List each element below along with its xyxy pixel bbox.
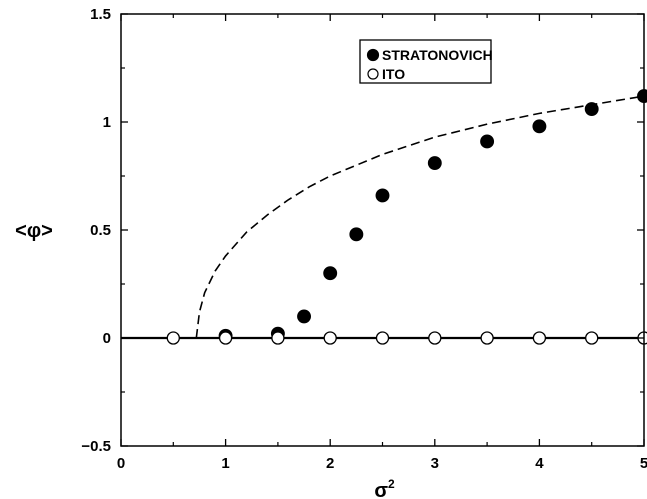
points-layer (166, 89, 647, 345)
x-tick-label: 2 (326, 455, 334, 472)
x-axis-label-superscript: 2 (388, 477, 395, 491)
stratonovich-point (532, 119, 547, 134)
ito-point (428, 331, 442, 345)
tick-labels-layer: 0 1 2 3 4 5 −0.5 0 0.5 1 1.5 (81, 6, 647, 472)
stratonovich-point (427, 156, 442, 170)
y-tick-label: 1 (103, 114, 111, 131)
x-axis-label-main: σ (374, 480, 388, 499)
x-tick-label: 0 (117, 455, 125, 472)
stratonovich-point (480, 134, 495, 149)
legend-label-ito: ITO (382, 66, 405, 82)
y-axis-label: <φ> (15, 220, 53, 242)
ito-point (585, 331, 599, 345)
dashed-curve (195, 95, 645, 339)
legend-label-stratonovich: STRATONOVICH (382, 47, 493, 63)
x-axis-label: σ2 (374, 477, 395, 499)
x-tick-label: 1 (221, 455, 229, 472)
stratonovich-point (375, 188, 390, 203)
ito-point (166, 331, 180, 345)
y-tick-label: −0.5 (81, 438, 111, 455)
curves-layer (121, 95, 645, 340)
x-tick-label: 4 (535, 455, 544, 472)
x-tick-label: 3 (431, 455, 439, 472)
stratonovich-point (637, 89, 647, 104)
ito-point (532, 331, 547, 345)
legend-box (359, 39, 492, 84)
y-tick-label: 1.5 (90, 6, 111, 23)
x-tick-label: 5 (640, 455, 647, 472)
y-tick-label: 0 (103, 330, 111, 347)
ito-point (271, 331, 285, 345)
legend-marker-stratonovich (366, 48, 380, 62)
ito-point (323, 331, 337, 345)
ticks-layer (120, 13, 645, 447)
legend-marker-ito (367, 68, 379, 80)
ito-point (375, 331, 390, 345)
y-tick-label: 0.5 (90, 222, 111, 239)
legend: STRATONOVICH ITO (359, 39, 493, 84)
stratonovich-point (584, 102, 599, 116)
stratonovich-point (297, 309, 312, 324)
ito-point (218, 331, 233, 345)
ito-point (480, 331, 494, 345)
stratonovich-point (349, 227, 364, 242)
stratonovich-point (323, 266, 338, 281)
